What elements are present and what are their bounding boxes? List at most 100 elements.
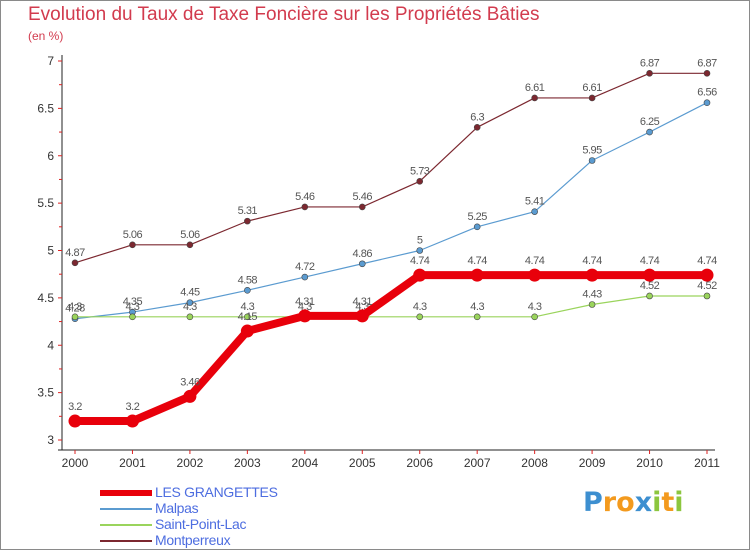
data-point [301,273,309,281]
data-label: 4.3 [413,301,427,313]
data-label: 6.87 [640,57,660,69]
data-label: 4.87 [65,247,85,259]
x-tick-label: 2000 [62,456,89,470]
x-tick-label: 2007 [464,456,491,470]
legend-label: Saint-Point-Lac [155,516,247,532]
data-point [416,178,424,185]
x-tick-label: 2001 [119,456,146,470]
data-point [244,217,251,225]
data-point [531,94,538,102]
data-point [355,309,369,323]
series-line [74,102,708,320]
legend-label: Montperreux [155,532,231,548]
x-tick-label: 2011 [694,456,720,470]
data-label: 4.74 [410,255,430,267]
data-label: 4.15 [238,311,258,323]
data-point [588,301,596,308]
data-point [68,414,82,428]
data-label: 4.74 [525,255,545,267]
x-tick-label: 2009 [579,456,606,470]
data-label: 5.41 [525,196,545,208]
data-label: 5.73 [410,165,430,177]
y-tick-label: 4.5 [37,291,54,305]
data-label: 4.74 [467,255,487,267]
data-label: 6.56 [697,87,717,99]
data-label: 5.25 [467,211,487,223]
y-tick-label: 3 [47,433,54,447]
y-tick-label: 6 [47,149,54,163]
logo-letter: i [674,487,684,518]
data-point [470,268,484,282]
data-label: 6.87 [697,57,717,69]
data-label: 4.43 [582,289,602,301]
data-label: 4.3 [528,301,542,313]
data-point [643,268,657,282]
data-label: 5.95 [582,144,602,156]
y-tick-label: 6.5 [37,101,54,115]
data-point [646,70,653,77]
data-label: 4.3 [298,301,312,313]
data-point [413,268,427,282]
data-label: 6.61 [525,82,545,94]
logo-letter: i [652,487,662,518]
x-tick-label: 2010 [636,456,663,470]
data-label: 5 [417,235,423,247]
y-tick-label: 3.5 [37,386,54,400]
data-point [528,268,542,282]
data-label: 5.46 [353,191,373,203]
data-point [129,241,136,249]
series-line [75,295,707,318]
data-label: 4.3 [240,301,254,313]
data-label: 4.3 [183,301,197,313]
legend-swatch [100,508,152,510]
x-tick-label: 2008 [521,456,548,470]
data-point [125,414,139,428]
x-tick-label: 2003 [234,456,261,470]
logo-letter: P [583,487,603,518]
data-label: 4.3 [68,301,82,313]
logo-letter: t [661,487,675,518]
x-tick-label: 2002 [177,456,204,470]
data-point [244,286,251,294]
y-tick-label: 7 [47,54,54,68]
data-point [71,313,79,321]
data-point [358,203,366,211]
logo-letter: o [616,487,635,518]
data-point [646,292,653,300]
data-point [531,208,538,215]
data-point [129,313,136,321]
data-label: 5.46 [295,191,315,203]
data-point [416,247,424,254]
data-label: 4.58 [238,274,258,286]
data-point [240,324,254,338]
y-tick-label: 5.5 [37,196,54,210]
data-label: 4.86 [353,248,373,260]
data-label: 4.52 [697,280,717,292]
data-point [71,259,79,267]
data-label: 4.3 [470,301,484,313]
series-line [75,271,707,426]
x-tick-label: 2006 [406,456,433,470]
data-point [531,313,538,321]
data-label: 6.3 [470,111,484,123]
data-point [183,389,197,403]
y-tick-label: 5 [47,244,54,258]
chart-title: Evolution du Taux de Taxe Foncière sur l… [28,4,540,25]
data-point [703,99,711,106]
data-label: 5.31 [238,205,258,217]
data-label: 4.74 [582,255,602,267]
data-point [244,313,251,321]
legend-label: Malpas [155,500,199,516]
data-point [473,223,481,231]
data-label: 4.74 [697,255,717,267]
data-point [585,268,599,282]
legend-swatch [100,524,152,526]
y-tick-label: 4 [47,338,54,352]
data-point [646,128,653,136]
logo-letter: r [602,487,617,518]
series-line [74,72,707,264]
data-point [186,241,194,249]
data-point [588,157,596,164]
data-label: 4.28 [65,303,85,315]
